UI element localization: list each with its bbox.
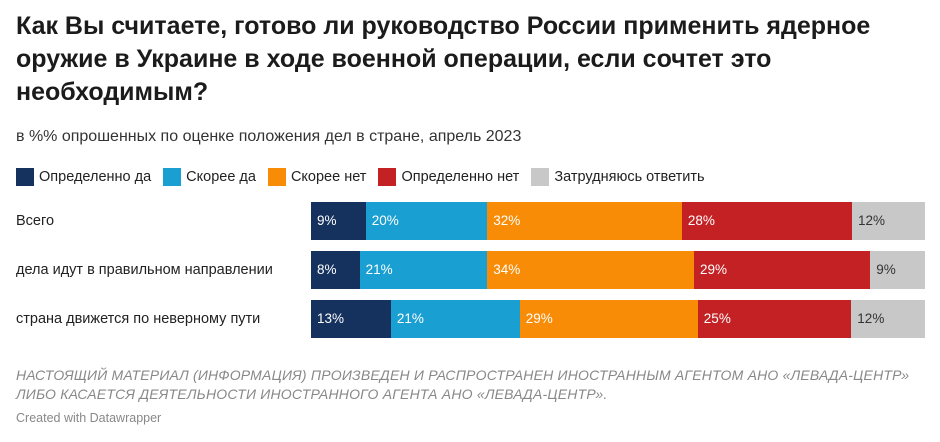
legend-item: Определенно нет [378,168,519,186]
legend-label: Скорее да [186,169,256,185]
legend: Определенно да Скорее да Скорее нет Определ… [16,168,717,186]
legend-swatch [163,168,182,186]
chart-title: Как Вы считаете, готово ли руководство Р… [16,12,871,106]
bar-row: дела идут в правильном направлении 8% 21% 3… [0,251,940,289]
bar-segment: 25% [697,300,852,338]
stacked-bar: 13% 21% 29% 25% 12% [311,300,925,338]
bar-segment: 9% [870,251,925,289]
bar-segment: 20% [365,202,488,240]
bar-segment: 21% [390,300,520,338]
bar-segment: 29% [693,251,871,289]
bar-segment: 12% [852,202,925,240]
bar-segment: 8% [311,251,360,289]
bar-segment: 34% [487,251,694,289]
legend-item: Скорее нет [267,168,367,186]
legend-swatch [16,168,34,186]
foreign-agent-disclaimer: НАСТОЯЩИЙ МАТЕРИАЛ (ИНФОРМАЦИЯ) ПРОИЗВЕД… [16,367,910,402]
bar-segment: 29% [519,300,698,338]
bar-segment: 28% [681,202,853,240]
stacked-bar: 9% 20% 32% 28% 12% [311,202,925,240]
legend-swatch [531,168,550,186]
bar-segment: 13% [311,300,391,338]
bar-segment: 21% [359,251,488,289]
bar-segment: 32% [487,202,682,240]
legend-item: Определенно да [16,168,151,186]
stacked-bar: 8% 21% 34% 29% 9% [311,251,925,289]
bar-segment: 12% [851,300,925,338]
category-label: Всего [16,213,55,229]
datawrapper-credit: Created with Datawrapper [16,411,162,425]
chart-subtitle: в %% опрошенных по оценке положения дел … [16,128,522,145]
legend-item: Скорее да [163,168,256,186]
legend-item: Затрудняюсь ответить [531,168,705,186]
category-label: страна движется по неверному пути [16,311,261,327]
bar-row: страна движется по неверному пути 13% 21% 2… [0,300,940,338]
category-label: дела идут в правильном направлении [16,262,273,278]
legend-label: Определенно да [39,169,152,185]
legend-swatch [267,168,286,186]
bar-row: Всего 9% 20% 32% 28% 12% [0,202,940,240]
bar-segment: 9% [311,202,366,240]
legend-label: Затрудняюсь ответить [554,169,705,185]
legend-label: Скорее нет [290,169,367,185]
legend-swatch [378,168,397,186]
legend-label: Определенно нет [401,169,520,185]
